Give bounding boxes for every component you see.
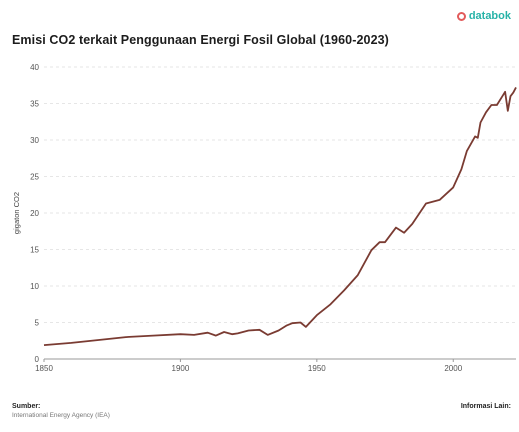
y-tick-label: 25 [30, 173, 39, 182]
brand-logo: databok [456, 10, 511, 22]
y-tick-label: 20 [30, 209, 39, 218]
y-tick-label: 35 [30, 100, 39, 109]
x-tick-label: 1950 [308, 364, 326, 373]
source-block: Sumber: International Energy Agency (IEA… [12, 403, 110, 419]
brand-name: databok [468, 10, 511, 22]
databoks-logo-icon [456, 11, 466, 21]
y-axis-label: gigaton CO2 [12, 192, 21, 234]
y-tick-label: 15 [30, 246, 39, 255]
y-tick-label: 10 [30, 282, 39, 291]
line-chart: 0 5 10 15 20 25 30 35 40 1850 1900 1950 2000 gigaton … [12, 63, 517, 373]
x-tick-label: 2000 [444, 364, 462, 373]
x-tick-label: 1850 [35, 364, 53, 373]
y-tick-label: 30 [30, 136, 39, 145]
y-tick-label: 40 [30, 63, 39, 72]
x-tick-label: 1900 [172, 364, 190, 373]
source-text: International Energy Agency (IEA) [12, 412, 110, 419]
y-tick-label: 0 [35, 355, 40, 364]
y-tick-label: 5 [35, 319, 40, 328]
info-label: Informasi Lain: [460, 403, 511, 410]
series-line [43, 86, 517, 346]
chart-title: Emisi CO2 terkait Penggunaan Energi Fosi… [12, 33, 389, 47]
source-label: Sumber: [12, 403, 41, 410]
